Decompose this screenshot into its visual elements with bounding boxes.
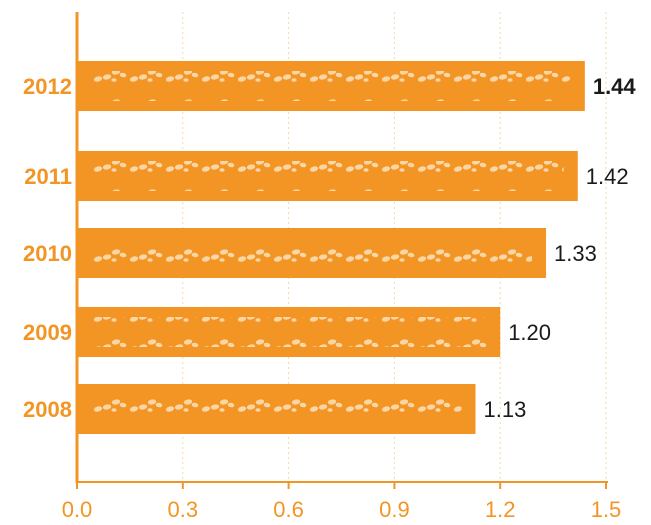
x-tick-label: 1.2	[485, 497, 516, 522]
labels: 0.0 0.3 0.6 0.9 1.2 1.5 2012 1.44 2011 1.42 2010 1.…	[23, 74, 636, 522]
x-tick-label: 0.0	[62, 497, 93, 522]
bar-footprint-pattern	[91, 161, 564, 191]
value-label: 1.44	[593, 74, 637, 99]
bar-footprint-pattern	[91, 317, 487, 347]
category-label: 2010	[23, 241, 72, 266]
value-label: 1.20	[508, 320, 551, 345]
bar-footprint-pattern	[91, 238, 533, 268]
x-tick-label: 0.3	[168, 497, 199, 522]
value-label: 1.42	[586, 164, 629, 189]
category-label: 2012	[23, 74, 72, 99]
x-tick-label: 0.6	[273, 497, 304, 522]
category-label: 2008	[23, 397, 72, 422]
category-label: 2011	[24, 164, 72, 189]
category-label: 2009	[23, 320, 72, 345]
x-tick-label: 1.5	[591, 497, 622, 522]
value-label: 1.33	[554, 241, 597, 266]
x-tick-label: 0.9	[379, 497, 410, 522]
bars	[78, 61, 585, 434]
bar-footprint-pattern	[91, 394, 462, 424]
value-label: 1.13	[484, 397, 527, 422]
bar-footprint-pattern	[91, 71, 571, 101]
axes	[75, 12, 608, 489]
